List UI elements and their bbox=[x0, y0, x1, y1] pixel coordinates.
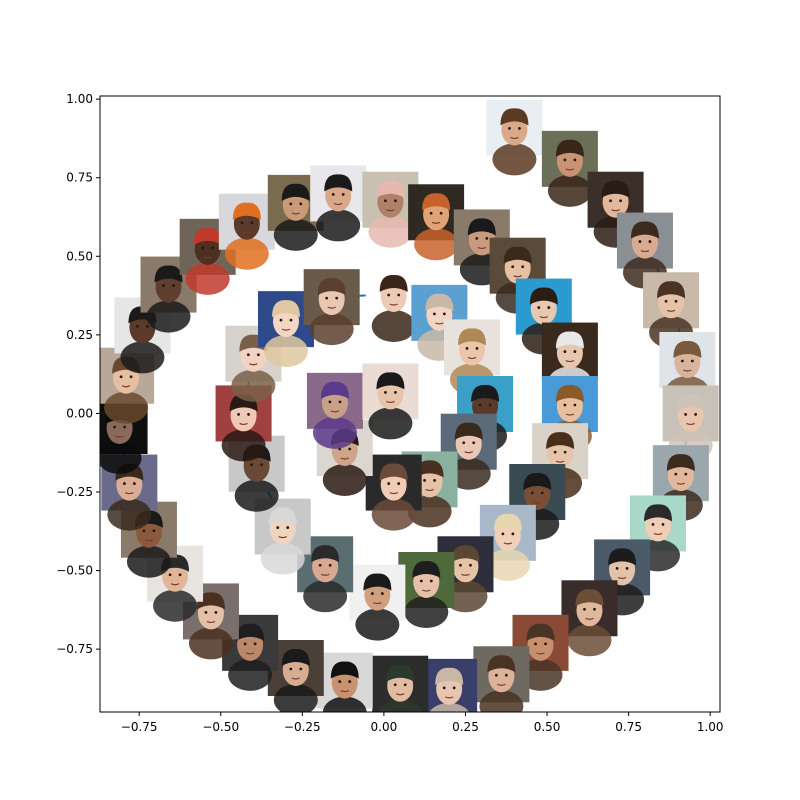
y-axis: −0.75 −0.50 −0.25 0.00 0.25 0.50 0.75 1.00 bbox=[56, 92, 100, 656]
face-thumbnails bbox=[100, 99, 719, 712]
face-thumbnail bbox=[486, 99, 543, 176]
x-tick-label: 0.25 bbox=[452, 720, 479, 734]
face-thumbnail bbox=[541, 130, 598, 207]
plot-area bbox=[100, 99, 719, 712]
face-thumbnail bbox=[365, 454, 422, 531]
x-axis: −0.75 −0.50 −0.25 0.00 0.25 0.50 0.75 1.00 bbox=[121, 712, 724, 734]
face-thumbnail bbox=[349, 564, 406, 641]
face-thumbnail bbox=[362, 171, 419, 248]
face-thumbnail bbox=[398, 552, 455, 628]
x-tick-label: −0.50 bbox=[202, 720, 239, 734]
x-tick-label: 1.00 bbox=[697, 720, 724, 734]
y-tick-label: 0.75 bbox=[66, 171, 93, 185]
face-thumbnail bbox=[630, 495, 686, 572]
y-tick-label: 0.00 bbox=[66, 406, 93, 420]
y-tick-label: 1.00 bbox=[66, 92, 93, 106]
y-tick-label: 0.50 bbox=[66, 249, 93, 263]
face-thumbnail bbox=[267, 174, 324, 251]
x-tick-label: −0.25 bbox=[284, 720, 321, 734]
face-thumbnail bbox=[140, 256, 197, 333]
face-thumbnail bbox=[509, 464, 566, 540]
face-thumbnail bbox=[372, 655, 429, 712]
face-thumbnail bbox=[306, 372, 363, 449]
y-tick-label: 0.25 bbox=[66, 328, 93, 342]
axes-frame bbox=[99, 95, 721, 713]
y-tick-label: −0.75 bbox=[56, 642, 93, 656]
face-thumbnail bbox=[616, 212, 673, 289]
face-thumbnail bbox=[215, 385, 272, 462]
y-tick-label: −0.50 bbox=[56, 564, 93, 578]
face-thumbnail bbox=[362, 363, 419, 440]
x-tick-label: 0.00 bbox=[371, 720, 398, 734]
y-tick-label: −0.25 bbox=[56, 485, 93, 499]
face-thumbnail bbox=[218, 193, 275, 270]
face-thumbnail bbox=[561, 580, 618, 657]
face-thumbnail bbox=[453, 209, 510, 286]
face-thumbnail bbox=[310, 165, 367, 242]
face-thumbnail bbox=[303, 269, 360, 346]
x-tick-label: −0.75 bbox=[121, 720, 158, 734]
face-thumbnail bbox=[316, 652, 373, 712]
x-tick-label: 0.50 bbox=[534, 720, 561, 734]
x-tick-label: 0.75 bbox=[615, 720, 642, 734]
face-thumbnail bbox=[267, 640, 324, 712]
face-thumbnail bbox=[421, 658, 478, 712]
face-thumbnail bbox=[473, 646, 530, 712]
